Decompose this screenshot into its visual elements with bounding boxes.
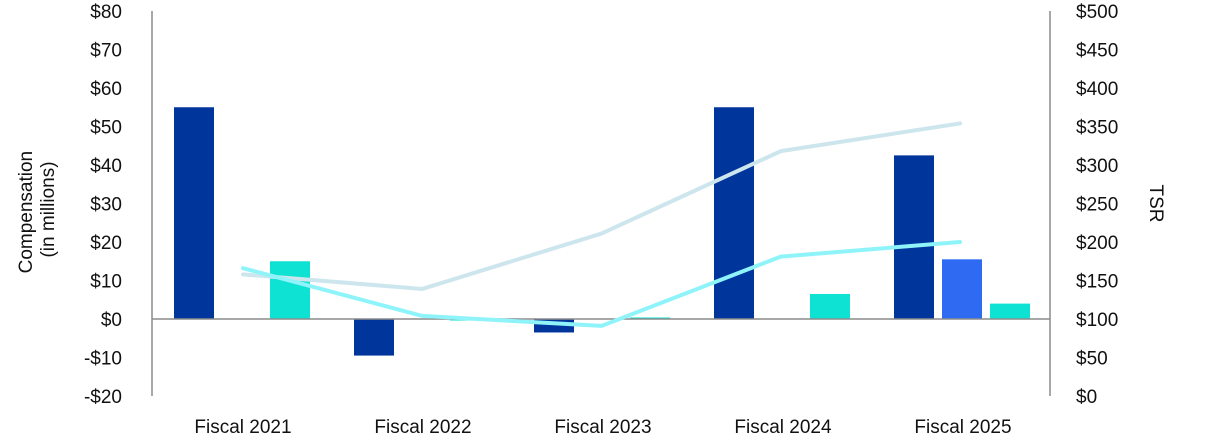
right-tick-label: $450 [1076, 41, 1118, 62]
bar-series-1-2 [354, 319, 394, 356]
bar-series-1-5 [894, 155, 934, 319]
right-axis-title: TSR [1145, 185, 1166, 223]
left-tick-labels: $80 $70 $60 $50 $40 $30 $20 $10 $0 -$10 -$20 [84, 2, 122, 408]
right-tick-label: $200 [1076, 233, 1118, 254]
category-label: Fiscal 2024 [734, 417, 832, 438]
left-tick-label: $30 [90, 195, 122, 216]
right-tick-label: $250 [1076, 195, 1118, 216]
right-tick-label: $0 [1076, 387, 1097, 408]
right-tick-labels: $500 $450 $400 $350 $300 $250 $200 $150 $100 $50 $… [1076, 2, 1118, 408]
left-tick-label: $70 [90, 41, 122, 62]
bar-series-group [174, 107, 1030, 356]
left-tick-label: $20 [90, 233, 122, 254]
category-labels: Fiscal 2021 Fiscal 2022 Fiscal 2023 Fiscal … [194, 417, 1011, 438]
category-label: Fiscal 2021 [194, 417, 291, 438]
bar-series-2-5 [942, 259, 982, 319]
left-tick-label: $10 [90, 272, 122, 293]
left-tick-label: -$20 [84, 387, 122, 408]
left-tick-label: $50 [90, 118, 122, 139]
line-line-1 [241, 121, 962, 291]
right-tick-label: $400 [1076, 79, 1118, 100]
bar-series-3-3 [630, 317, 670, 319]
right-tick-label: $150 [1076, 272, 1118, 293]
category-label: Fiscal 2023 [554, 417, 651, 438]
line-line-2 [241, 240, 962, 328]
bar-series-1-1 [174, 107, 214, 319]
right-tick-label: $50 [1076, 349, 1108, 370]
left-axis-title-line2: (in millions) [38, 161, 59, 257]
right-tick-label: $500 [1076, 2, 1118, 23]
bar-series-1-4 [714, 107, 754, 319]
category-label: Fiscal 2022 [374, 417, 471, 438]
left-tick-label: -$10 [84, 349, 122, 370]
right-tick-label: $300 [1076, 156, 1118, 177]
right-tick-label: $100 [1076, 310, 1118, 331]
bar-series-3-1 [270, 261, 310, 319]
left-axis-title-line1: Compensation [16, 151, 37, 274]
line-series-group [241, 121, 962, 328]
left-tick-label: $80 [90, 2, 122, 23]
bar-series-3-5 [990, 303, 1030, 319]
category-label: Fiscal 2025 [914, 417, 1011, 438]
left-tick-label: $60 [90, 79, 122, 100]
right-tick-label: $350 [1076, 118, 1118, 139]
left-tick-label: $40 [90, 156, 122, 177]
left-axis-title: Compensation (in millions) [16, 146, 59, 274]
left-tick-label: $0 [101, 310, 122, 331]
bar-series-3-4 [810, 293, 850, 319]
